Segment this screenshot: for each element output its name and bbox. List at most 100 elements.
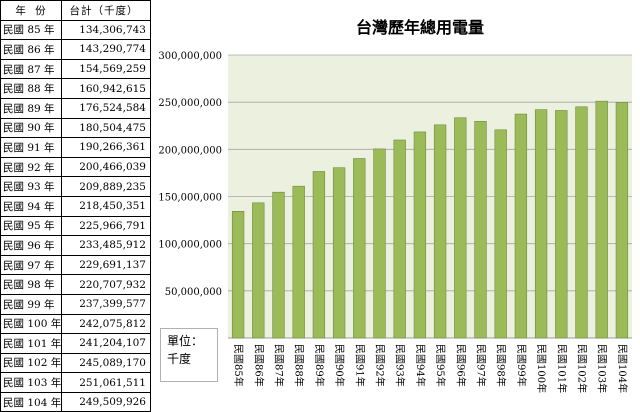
y-tick-label: 100,000,000 [158, 240, 222, 251]
bar [615, 102, 629, 339]
table-row: 民國 99 年 237,399,577 [0, 293, 151, 315]
bar [433, 124, 447, 339]
row-year: 民國 87 年 [0, 58, 62, 80]
table-row: 民國 98 年 220,707,932 [0, 274, 151, 295]
bar [252, 202, 265, 339]
row-year: 民國 90 年 [0, 117, 62, 139]
row-value: 241,204,107 [61, 333, 151, 354]
row-value: 190,266,361 [61, 137, 151, 158]
bar [514, 113, 528, 339]
x-tick-label: 民國100年 [535, 344, 548, 393]
y-tick-label: 150,000,000 [158, 193, 222, 204]
row-value: 225,966,791 [61, 215, 151, 237]
row-year: 民國 98 年 [0, 274, 62, 295]
row-value: 237,399,577 [61, 293, 151, 315]
bar [413, 131, 427, 339]
row-value: 233,485,912 [61, 235, 151, 256]
bar [474, 121, 487, 339]
row-year: 民國 96 年 [0, 235, 62, 256]
row-value: 251,061,511 [61, 372, 151, 393]
bar [575, 106, 588, 339]
row-year: 民國 101 年 [0, 333, 62, 354]
table-row: 民國 86 年 143,290,774 [0, 39, 151, 60]
row-value: 160,942,615 [61, 78, 151, 99]
table-row: 民國 94 年 218,450,351 [0, 195, 151, 217]
table-row: 民國 100 年 242,075,812 [0, 313, 151, 335]
table-row: 民國 97 年 229,691,137 [0, 254, 151, 276]
bar [272, 191, 285, 339]
x-tick-label: 民國89年 [313, 344, 326, 387]
x-tick-label: 民國103年 [596, 344, 609, 393]
row-value: 180,504,475 [61, 117, 151, 139]
table-row: 民國 85 年 134,306,743 [0, 19, 151, 41]
row-year: 民國 86 年 [0, 39, 62, 60]
x-tick-label: 民國96年 [454, 344, 467, 387]
row-value: 200,466,039 [61, 156, 151, 178]
bar [312, 171, 326, 339]
row-year: 民國 104 年 [0, 391, 62, 412]
row-year: 民國 103 年 [0, 372, 62, 393]
row-year: 民國 102 年 [0, 352, 62, 374]
table-row: 民國 101 年 241,204,107 [0, 333, 151, 354]
bar [231, 211, 245, 339]
row-value: 229,691,137 [61, 254, 151, 276]
row-year: 民國 100 年 [0, 313, 62, 335]
row-year: 民國 89 年 [0, 97, 62, 119]
x-tick-label: 民國90年 [333, 344, 346, 387]
table-row: 民國 96 年 233,485,912 [0, 235, 151, 256]
y-tick-label: 50,000,000 [165, 287, 222, 298]
x-tick-label: 民國91年 [353, 344, 366, 387]
bar [454, 117, 467, 339]
row-value: 249,509,926 [61, 391, 151, 412]
unit-note: 單位： 千度 [160, 328, 218, 382]
row-value: 209,889,235 [61, 176, 151, 197]
table-row: 民國 95 年 225,966,791 [0, 215, 151, 237]
row-year: 民國 91 年 [0, 137, 62, 158]
y-tick-label: 250,000,000 [158, 98, 222, 109]
x-tick-label: 民國101年 [555, 344, 568, 393]
row-value: 242,075,812 [61, 313, 151, 335]
x-tick-label: 民國99年 [515, 344, 528, 387]
row-year: 民國 95 年 [0, 215, 62, 237]
row-year: 民國 88 年 [0, 78, 62, 99]
table-row: 民國 91 年 190,266,361 [0, 137, 151, 158]
table-header-row: 年 份 台計（千度） [0, 0, 151, 21]
unit-value: 千度 [167, 352, 192, 366]
chart-title: 台灣歷年總用電量 [355, 18, 484, 37]
row-value: 134,306,743 [61, 19, 151, 41]
row-value: 143,290,774 [61, 39, 151, 60]
unit-label: 單位： [167, 334, 204, 348]
header-year: 年 份 [0, 0, 62, 21]
x-tick-label: 民國86年 [252, 344, 265, 387]
table-row: 民國 102 年 245,089,170 [0, 352, 151, 374]
row-value: 220,707,932 [61, 274, 151, 295]
row-year: 民國 97 年 [0, 254, 62, 276]
y-tick-label: 200,000,000 [158, 145, 222, 156]
table-row: 民國 88 年 160,942,615 [0, 78, 151, 99]
data-table: 年 份 台計（千度） 民國 85 年 134,306,743 民國 86 年 143,… [0, 0, 151, 412]
bar [595, 100, 608, 339]
bar [393, 139, 406, 339]
row-value: 218,450,351 [61, 195, 151, 217]
x-tick-label: 民國102年 [576, 344, 589, 393]
table-row: 民國 90 年 180,504,475 [0, 117, 151, 139]
row-value: 245,089,170 [61, 352, 151, 374]
bar-chart: 50,000,000 100,000,000 150,000,000 200,000,… [158, 51, 632, 393]
header-value: 台計（千度） [61, 0, 151, 21]
bar [353, 158, 366, 339]
x-tick-label: 民國98年 [495, 344, 508, 387]
x-tick-label: 民國93年 [394, 344, 407, 387]
x-tick-label: 民國88年 [293, 344, 306, 387]
table-row: 民國 92 年 200,466,039 [0, 156, 151, 178]
row-year: 民國 99 年 [0, 293, 62, 315]
x-tick-label: 民國95年 [434, 344, 447, 387]
x-tick-label: 民國104年 [616, 344, 629, 393]
table-row: 民國 87 年 154,569,259 [0, 58, 151, 80]
table-row: 民國 93 年 209,889,235 [0, 176, 151, 197]
bar [555, 110, 568, 339]
bar [534, 109, 548, 339]
x-tick-label: 民國87年 [273, 344, 286, 387]
bar [332, 167, 346, 339]
x-tick-label: 民國97年 [475, 344, 488, 387]
row-year: 民國 92 年 [0, 156, 62, 178]
